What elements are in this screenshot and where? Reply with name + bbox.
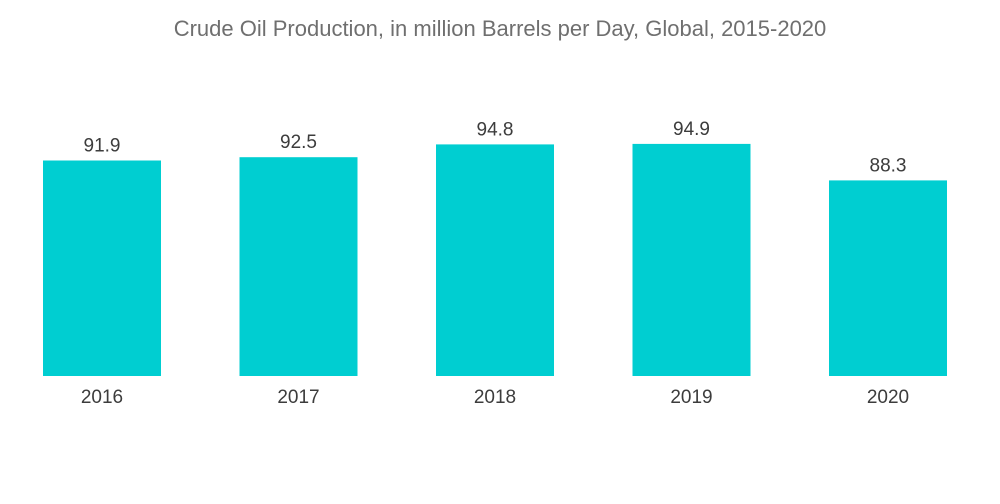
chart-title: Crude Oil Production, in million Barrels… (173, 16, 827, 41)
bar-2016 (43, 160, 161, 376)
value-label-2016: 91.9 (84, 136, 121, 157)
bar-2020 (829, 180, 947, 376)
bar-2019 (632, 143, 751, 376)
x-axis-ticks: 2016 2017 2018 2019 2020 (81, 387, 909, 408)
value-label-2017: 92.5 (280, 132, 317, 153)
value-labels-group: 91.9 92.5 94.8 94.9 88.3 (84, 119, 907, 177)
value-label-2019: 94.9 (673, 119, 710, 140)
bar-2018 (436, 144, 554, 376)
x-tick-label-2020: 2020 (867, 387, 909, 408)
x-tick-label-2016: 2016 (81, 387, 123, 408)
bars-group (43, 143, 947, 376)
value-label-2018: 94.8 (477, 119, 514, 140)
bar-2017 (239, 157, 358, 376)
value-label-2020: 88.3 (870, 155, 907, 176)
x-tick-label-2019: 2019 (670, 387, 712, 408)
x-tick-label-2017: 2017 (277, 387, 319, 408)
x-tick-label-2018: 2018 (474, 387, 516, 408)
